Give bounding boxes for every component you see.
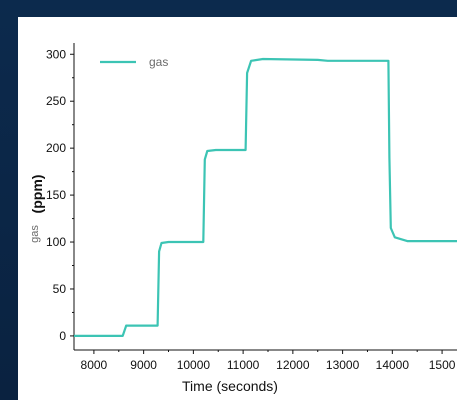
x-tick-label: 9000 [130, 358, 157, 372]
y-tick-label: 50 [53, 282, 67, 296]
y-axis-name: gas [29, 225, 41, 243]
axes [73, 43, 457, 351]
x-tick-label: 12000 [276, 358, 310, 372]
x-tick-label: 14000 [376, 358, 410, 372]
x-tick-label: 10000 [177, 358, 211, 372]
y-tick-label: 150 [46, 188, 66, 202]
y-axis-unit: (ppm) [29, 175, 45, 214]
legend-label: gas [149, 55, 168, 69]
x-axis-title: Time (seconds) [182, 378, 278, 394]
series-group [74, 57, 457, 337]
series-line-gas [74, 57, 457, 337]
x-tick-label: 1500 [429, 358, 456, 372]
tick-marks [70, 53, 443, 354]
x-tick-label: 11000 [227, 358, 260, 372]
x-tick-label: 13000 [326, 358, 360, 372]
y-tick-label: 250 [46, 94, 66, 108]
tick-labels: 0 50 100 150 200 250 300 8000 9000 10000 11000 1200… [46, 47, 456, 372]
y-tick-label: 200 [46, 141, 66, 155]
y-axis-title: (ppm) gas [29, 175, 45, 243]
chart: 0 50 100 150 200 250 300 8000 9000 10000 11000 1200… [29, 43, 457, 394]
y-tick-label: 300 [46, 47, 66, 61]
x-tick-label: 8000 [81, 358, 108, 372]
y-tick-label: 0 [59, 329, 66, 343]
chart-panel: 0 50 100 150 200 250 300 8000 9000 10000 11000 1200… [18, 17, 457, 400]
y-tick-label: 100 [46, 235, 66, 249]
legend: gas [100, 55, 168, 69]
